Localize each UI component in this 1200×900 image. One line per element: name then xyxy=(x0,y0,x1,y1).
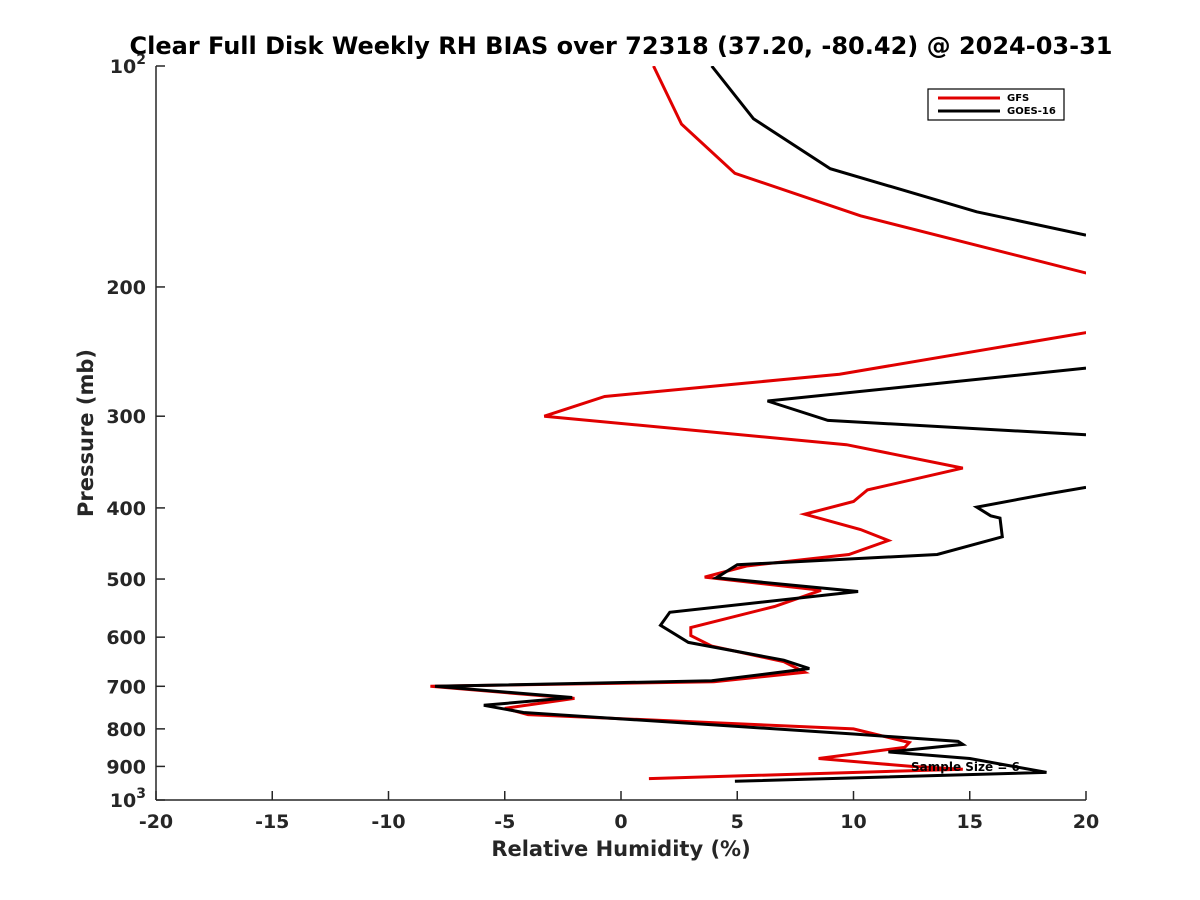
series-line-goes-16 xyxy=(434,66,1086,783)
y-tick-label: 700 xyxy=(106,676,146,698)
legend-box xyxy=(927,88,1065,121)
series-layer xyxy=(430,66,1086,783)
y-tick-label: 300 xyxy=(106,406,146,428)
legend-label-gfs: GFS xyxy=(1007,93,1029,104)
plot-area: -20 -15 -10 -5 0 5 10 15 20 102 200 300 400 500 600 70… xyxy=(106,52,1099,833)
x-tick-label: 15 xyxy=(957,811,983,833)
legend: GFS GOES-16 xyxy=(927,88,1065,121)
y-tick-label: 102 xyxy=(110,52,146,78)
x-tick-label: 20 xyxy=(1073,811,1099,833)
y-tick-label: 200 xyxy=(106,277,146,299)
sample-size-annotation: Sample Size = 6 xyxy=(911,760,1020,774)
legend-label-goes-16: GOES-16 xyxy=(1007,106,1056,117)
chart-title: Clear Full Disk Weekly RH BIAS over 7231… xyxy=(130,32,1113,60)
x-tick-label: 5 xyxy=(731,811,744,833)
x-tick-label: -5 xyxy=(494,811,515,833)
y-axis-label: Pressure (mb) xyxy=(74,349,98,517)
y-tick-label: 400 xyxy=(106,498,146,520)
x-tick-label: -15 xyxy=(255,811,289,833)
x-axis-label: Relative Humidity (%) xyxy=(491,837,750,861)
axes-background xyxy=(156,66,1086,800)
y-tick-label: 800 xyxy=(106,719,146,741)
x-tick-label: 10 xyxy=(840,811,866,833)
x-ticks: -20 -15 -10 -5 0 5 10 15 20 xyxy=(139,791,1099,833)
y-tick-label: 103 xyxy=(110,786,146,812)
x-tick-label: -20 xyxy=(139,811,173,833)
y-tick-label: 500 xyxy=(106,569,146,591)
y-tick-label: 600 xyxy=(106,627,146,649)
x-tick-label: 0 xyxy=(614,811,627,833)
y-tick-label: 900 xyxy=(106,756,146,778)
x-tick-label: -10 xyxy=(371,811,405,833)
y-ticks: 102 200 300 400 500 600 700 800 900 103 xyxy=(106,52,165,812)
